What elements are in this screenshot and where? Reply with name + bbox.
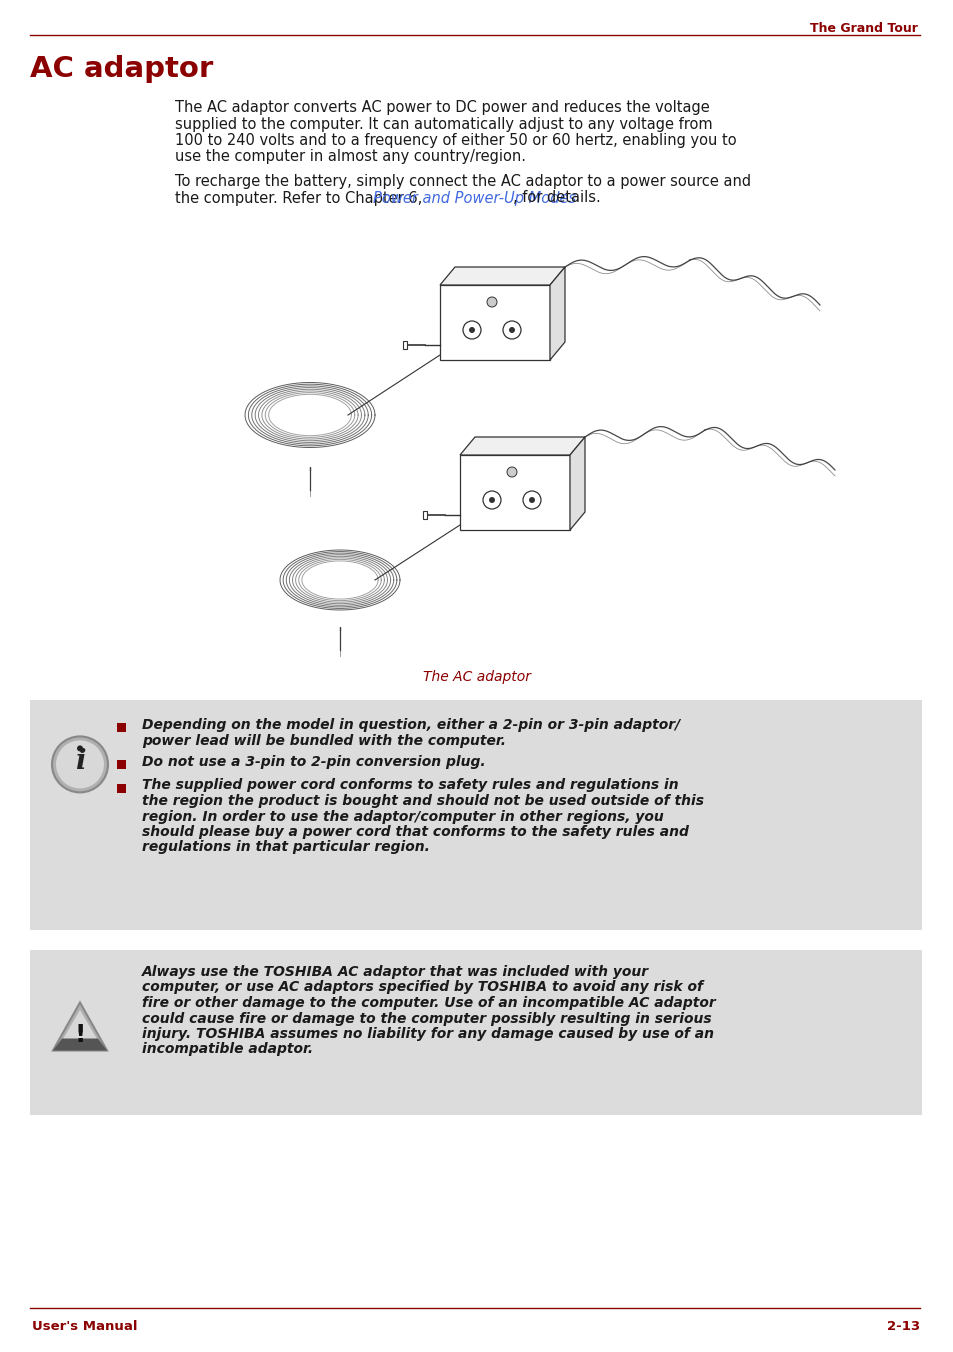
Text: Always use the TOSHIBA AC adaptor that was included with your: Always use the TOSHIBA AC adaptor that w…: [142, 965, 648, 979]
Bar: [402, 341, 407, 349]
Text: The AC adaptor converts AC power to DC power and reduces the voltage: The AC adaptor converts AC power to DC p…: [174, 100, 709, 115]
Circle shape: [56, 741, 104, 788]
Bar: [117, 784, 126, 792]
Bar: [439, 285, 550, 360]
Bar: [117, 723, 126, 731]
Polygon shape: [53, 1038, 107, 1051]
Text: Depending on the model in question, either a 2-pin or 3-pin adaptor/: Depending on the model in question, eith…: [142, 718, 679, 731]
Polygon shape: [53, 1002, 107, 1051]
Text: regulations in that particular region.: regulations in that particular region.: [142, 841, 430, 854]
Circle shape: [506, 466, 517, 477]
Circle shape: [509, 327, 515, 333]
Circle shape: [486, 297, 497, 307]
Text: The Grand Tour: The Grand Tour: [809, 22, 917, 35]
Circle shape: [469, 327, 475, 333]
Text: Power and Power-Up Modes: Power and Power-Up Modes: [373, 191, 576, 206]
Bar: [422, 511, 427, 519]
Polygon shape: [59, 1010, 101, 1046]
Text: power lead will be bundled with the computer.: power lead will be bundled with the comp…: [142, 734, 505, 748]
Text: Do not use a 3-pin to 2-pin conversion plug.: Do not use a 3-pin to 2-pin conversion p…: [142, 754, 485, 769]
Bar: [459, 456, 569, 530]
Text: 2-13: 2-13: [886, 1320, 919, 1333]
Polygon shape: [550, 266, 564, 360]
Polygon shape: [459, 437, 584, 456]
Circle shape: [489, 498, 495, 503]
Text: AC adaptor: AC adaptor: [30, 55, 213, 82]
Text: 100 to 240 volts and to a frequency of either 50 or 60 hertz, enabling you to: 100 to 240 volts and to a frequency of e…: [174, 132, 736, 147]
Text: region. In order to use the adaptor/computer in other regions, you: region. In order to use the adaptor/comp…: [142, 810, 663, 823]
Text: supplied to the computer. It can automatically adjust to any voltage from: supplied to the computer. It can automat…: [174, 116, 712, 131]
Circle shape: [52, 737, 108, 792]
Text: use the computer in almost any country/region.: use the computer in almost any country/r…: [174, 150, 525, 165]
Circle shape: [529, 498, 535, 503]
Text: The AC adaptor: The AC adaptor: [422, 671, 531, 684]
Text: incompatible adaptor.: incompatible adaptor.: [142, 1042, 313, 1056]
Bar: [30, 700, 921, 930]
Circle shape: [77, 745, 83, 752]
Text: the computer. Refer to Chapter 6,: the computer. Refer to Chapter 6,: [174, 191, 426, 206]
Bar: [30, 950, 921, 1115]
Text: could cause fire or damage to the computer possibly resulting in serious: could cause fire or damage to the comput…: [142, 1011, 711, 1026]
Text: , for details.: , for details.: [513, 191, 600, 206]
Text: The supplied power cord conforms to safety rules and regulations in: The supplied power cord conforms to safe…: [142, 779, 678, 792]
Text: fire or other damage to the computer. Use of an incompatible AC adaptor: fire or other damage to the computer. Us…: [142, 996, 715, 1010]
Text: the region the product is bought and should not be used outside of this: the region the product is bought and sho…: [142, 794, 703, 808]
Text: User's Manual: User's Manual: [32, 1320, 137, 1333]
Bar: [117, 760, 126, 769]
Text: injury. TOSHIBA assumes no liability for any damage caused by use of an: injury. TOSHIBA assumes no liability for…: [142, 1028, 713, 1041]
Polygon shape: [569, 437, 584, 530]
Text: To recharge the battery, simply connect the AC adaptor to a power source and: To recharge the battery, simply connect …: [174, 174, 750, 189]
Text: computer, or use AC adaptors specified by TOSHIBA to avoid any risk of: computer, or use AC adaptors specified b…: [142, 980, 702, 995]
Polygon shape: [439, 266, 564, 285]
Text: !: !: [74, 1022, 86, 1046]
Text: should please buy a power cord that conforms to the safety rules and: should please buy a power cord that conf…: [142, 825, 688, 840]
Text: i: i: [74, 748, 85, 775]
